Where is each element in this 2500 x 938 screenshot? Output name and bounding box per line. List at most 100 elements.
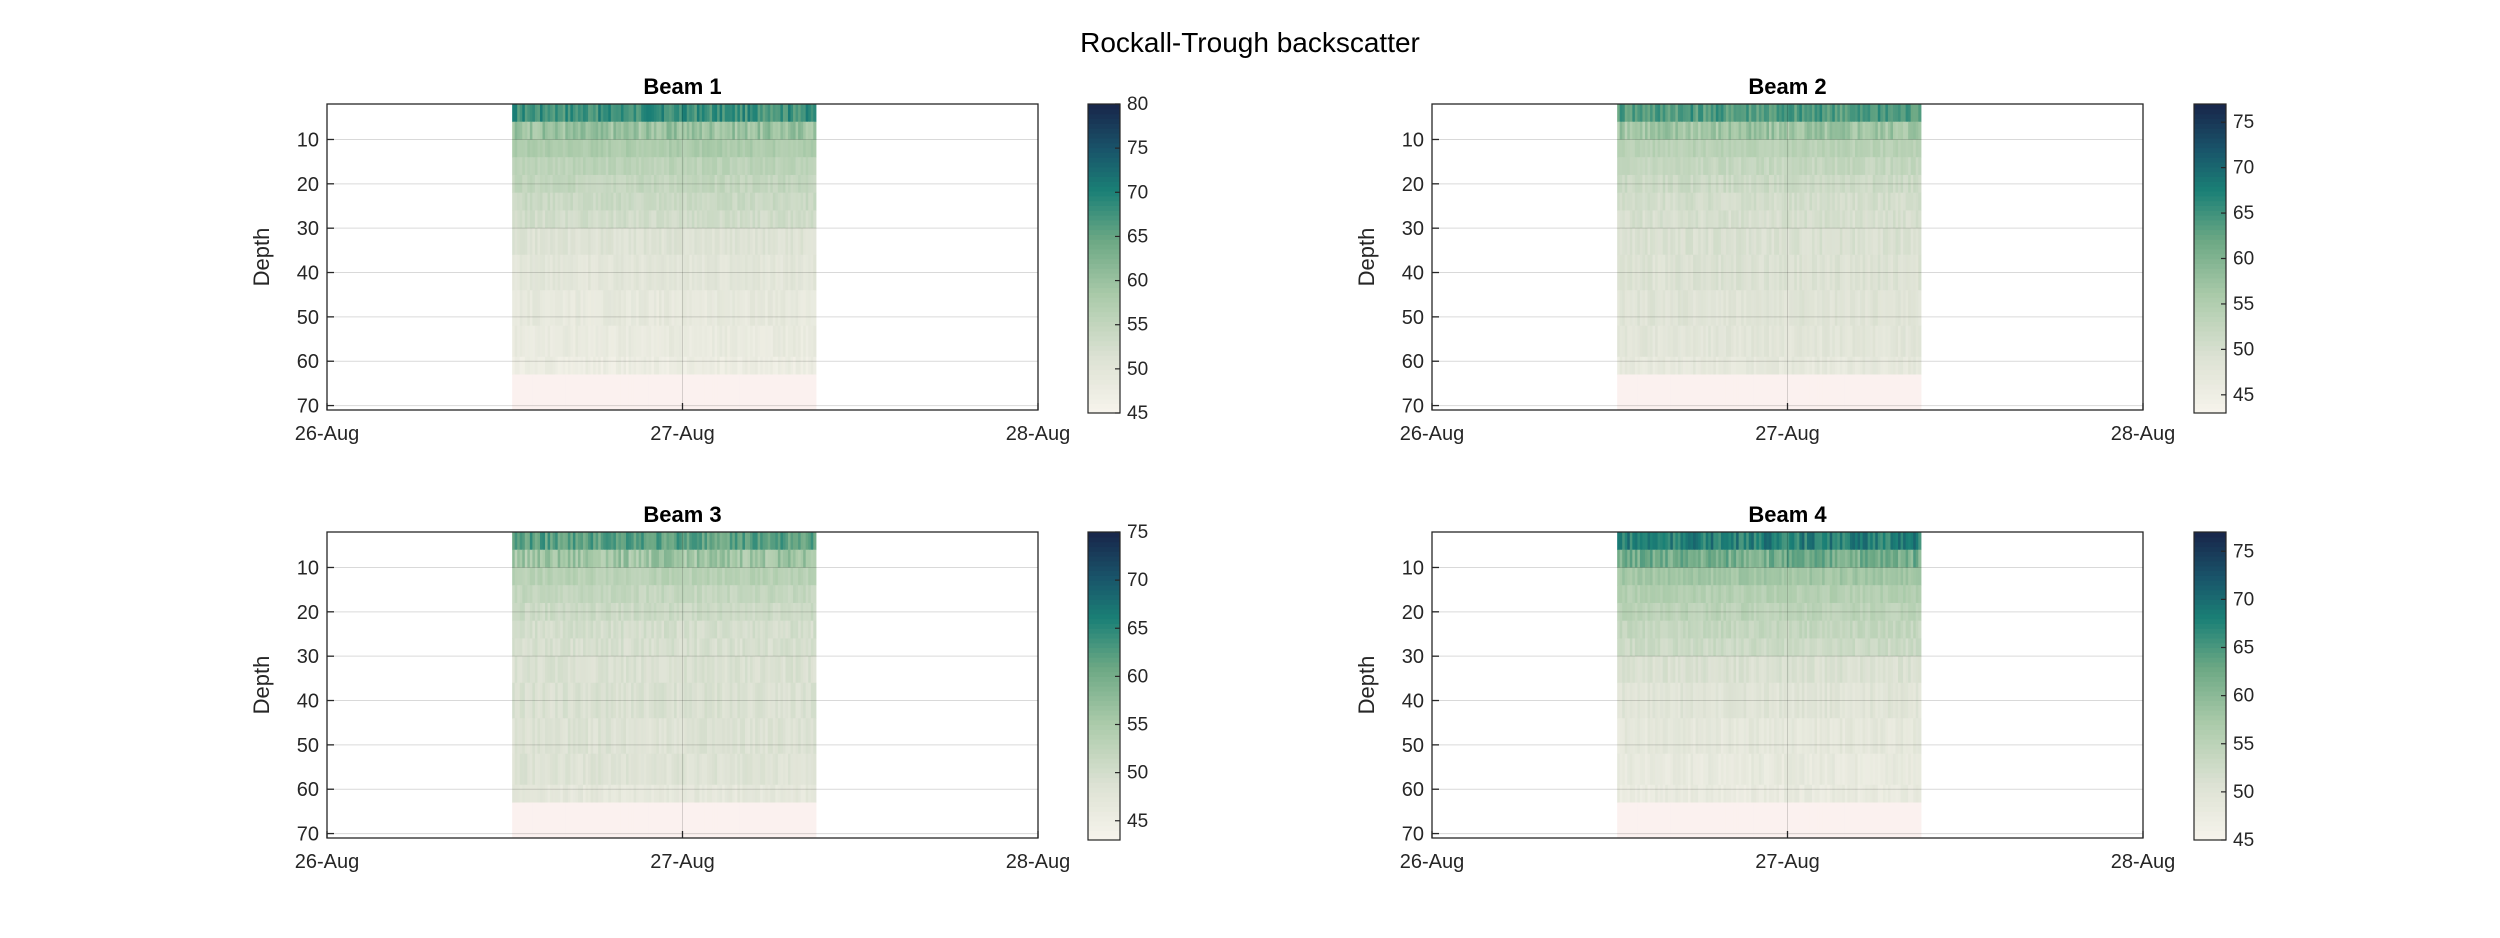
heatmap-cell — [727, 174, 731, 194]
heatmap-cell — [750, 290, 754, 327]
heatmap-cell — [744, 254, 749, 291]
heatmap-cell — [646, 192, 650, 211]
heatmap-cell — [522, 784, 526, 803]
heatmap-cell — [1779, 174, 1783, 194]
colorbar-segment — [1088, 244, 1120, 250]
heatmap-cell — [1670, 139, 1674, 158]
heatmap-cell — [618, 228, 622, 256]
heatmap-cell — [1617, 157, 1621, 176]
heatmap-cell — [724, 356, 728, 375]
heatmap-cell — [1710, 356, 1714, 375]
heatmap-cell — [676, 585, 680, 604]
heatmap-cell — [1885, 139, 1889, 158]
colorbar-segment — [1088, 205, 1120, 211]
heatmap-cell — [638, 753, 642, 786]
heatmap-cell — [1814, 210, 1818, 229]
heatmap-cell — [1898, 254, 1902, 291]
heatmap-cell — [752, 585, 756, 604]
heatmap-cell — [1634, 157, 1638, 176]
heatmap-cell — [555, 784, 559, 803]
heatmap-cell — [1768, 374, 1773, 411]
heatmap-cell — [760, 682, 764, 719]
heatmap-cell — [608, 682, 612, 719]
heatmap-cell — [750, 549, 754, 568]
heatmap-cell — [631, 290, 635, 327]
heatmap-cell — [547, 682, 551, 719]
colorbar-segment — [2194, 393, 2226, 400]
heatmap-cell — [575, 638, 579, 657]
heatmap-cell — [618, 682, 622, 719]
heatmap-cell — [550, 718, 554, 755]
heatmap-cell — [782, 532, 787, 551]
heatmap-cell — [795, 157, 799, 176]
heatmap-cell — [572, 139, 577, 158]
heatmap-cell — [1720, 356, 1725, 375]
heatmap-cell — [671, 753, 675, 786]
heatmap-cell — [1875, 356, 1879, 375]
heatmap-cell — [517, 532, 521, 551]
heatmap-cell — [1849, 192, 1854, 211]
heatmap-cell — [537, 532, 541, 551]
heatmap-cell — [1705, 374, 1709, 411]
heatmap-cell — [557, 157, 561, 176]
heatmap-cell — [608, 121, 612, 140]
heatmap-cell — [742, 157, 746, 176]
heatmap-cell — [679, 325, 683, 358]
heatmap-cell — [813, 718, 817, 755]
heatmap-cell — [1685, 254, 1689, 291]
heatmap-cell — [1913, 157, 1917, 176]
heatmap-cell — [1655, 174, 1659, 194]
heatmap-cell — [1806, 254, 1811, 291]
heatmap-cell — [1637, 139, 1641, 158]
heatmap-cell — [585, 192, 589, 211]
heatmap-cell — [689, 174, 693, 194]
heatmap-cell — [605, 174, 609, 194]
heatmap-cell — [1698, 356, 1702, 375]
heatmap-cell — [547, 104, 551, 123]
heatmap-cell — [1827, 104, 1831, 123]
heatmap-cell — [1814, 374, 1818, 411]
heatmap-cell — [813, 356, 817, 375]
heatmap-cell — [691, 290, 695, 327]
heatmap-cell — [750, 682, 754, 719]
heatmap-cell — [1834, 374, 1838, 411]
heatmap-cell — [803, 356, 807, 375]
heatmap-cell — [1619, 104, 1623, 123]
heatmap-cell — [519, 325, 523, 358]
heatmap-cell — [653, 121, 657, 140]
heatmap-cell — [1647, 139, 1651, 158]
heatmap-cell — [567, 656, 571, 684]
heatmap-cell — [1771, 374, 1775, 411]
heatmap-cell — [656, 638, 660, 657]
heatmap-cell — [575, 718, 579, 755]
heatmap-cell — [539, 620, 544, 639]
heatmap-cell — [1786, 356, 1790, 375]
heatmap-cell — [517, 192, 521, 211]
heatmap-cell — [798, 656, 802, 684]
heatmap-cell — [593, 567, 597, 586]
heatmap-cell — [1634, 228, 1638, 256]
heatmap-cell — [623, 121, 627, 140]
heatmap-cell — [1652, 356, 1656, 375]
heatmap-cell — [1660, 139, 1664, 158]
heatmap-cell — [575, 602, 579, 622]
heatmap-cell — [1647, 192, 1651, 211]
heatmap-cell — [770, 210, 774, 229]
heatmap-cell — [638, 228, 642, 256]
heatmap-cell — [719, 718, 723, 755]
heatmap-cell — [648, 638, 652, 657]
heatmap-cell — [527, 753, 531, 786]
heatmap-cell — [681, 638, 685, 657]
heatmap-cell — [691, 567, 695, 586]
heatmap-cell — [1822, 174, 1826, 194]
heatmap-cell — [1657, 104, 1661, 123]
heatmap-cell — [562, 753, 566, 786]
heatmap-cell — [810, 532, 814, 551]
heatmap-cell — [701, 656, 706, 684]
heatmap-cell — [691, 638, 695, 657]
colorbar-segment — [1088, 748, 1120, 754]
heatmap-cell — [557, 356, 561, 375]
heatmap-cell — [1862, 374, 1866, 411]
heatmap-cell — [1617, 104, 1621, 123]
heatmap-cell — [532, 802, 536, 839]
